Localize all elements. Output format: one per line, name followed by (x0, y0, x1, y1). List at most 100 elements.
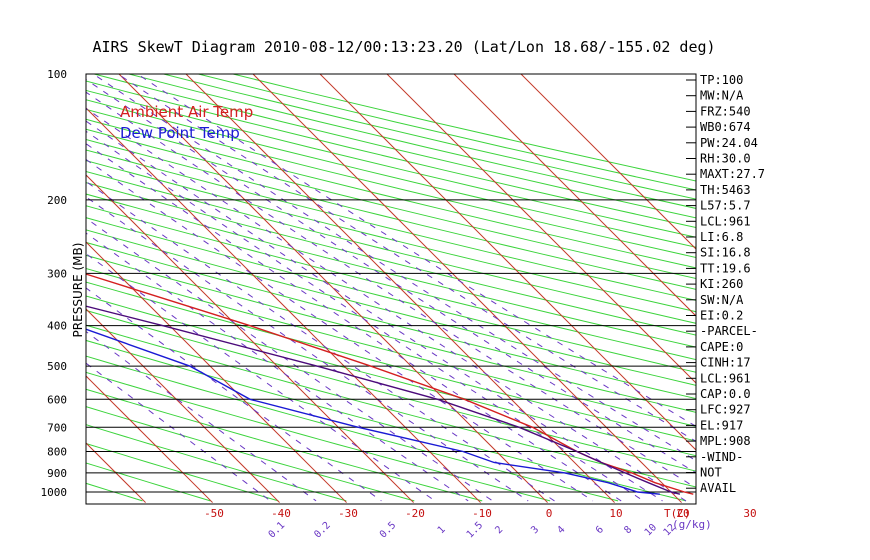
mixing-ratio-line (86, 330, 317, 502)
dry-adiabat-line (86, 160, 696, 313)
mixing-ratio-tick-label: 0.1 (267, 520, 288, 541)
ambient-air-temp-line (86, 273, 694, 495)
mixing-ratio-line (92, 74, 696, 462)
pressure-tick-label: 800 (47, 446, 67, 459)
index-label: LI:6.8 (700, 230, 743, 244)
dry-adiabat-line (86, 118, 696, 269)
mixing-ratio-line (86, 217, 493, 502)
index-label: WB0:674 (700, 120, 751, 134)
mixing-ratio-line (86, 78, 696, 474)
mixing-ratio-line (86, 232, 469, 502)
index-label: EL:917 (700, 418, 743, 432)
isotherm-line (118, 74, 548, 503)
dry-adiabat-line (86, 229, 696, 386)
mixing-ratio-line (86, 143, 622, 502)
dry-adiabat-line (86, 462, 211, 502)
bottom-temp-tick-label: 0 (546, 507, 553, 520)
dry-adiabat-line (86, 424, 347, 502)
background-grid (0, 55, 696, 503)
mixing-ratio-tick-label: 0.5 (378, 520, 399, 541)
temp-unit-label: T(C) (664, 507, 691, 520)
mixing-ratio-line (86, 107, 687, 502)
index-label: RH:30.0 (700, 152, 751, 166)
dry-adiabat-line (86, 309, 696, 472)
dry-adiabat-line (86, 355, 619, 502)
index-label: CAP:0.0 (700, 387, 751, 401)
mixing-ratio-line (86, 287, 382, 502)
index-label: AVAIL (700, 481, 736, 495)
index-label: EI:0.2 (700, 309, 743, 323)
legend-dewpoint: Dew Point Temp (120, 124, 240, 142)
bottom-temp-tick-label: 10 (609, 507, 622, 520)
dry-adiabat-line (86, 217, 696, 373)
index-label: -WIND- (700, 450, 743, 464)
dry-adiabat-line (86, 281, 696, 442)
isotherm-line (86, 107, 481, 503)
mixing-ratio-line (117, 74, 696, 442)
bottom-temp-tick-label: -30 (338, 507, 358, 520)
mixing-ratio-tick-label: 3 (529, 524, 541, 536)
mixing-ratio-line (86, 180, 555, 502)
isotherm-line (0, 55, 12, 503)
index-label: MPL:908 (700, 434, 751, 448)
bottom-temp-tick-label: -20 (405, 507, 425, 520)
index-label: LCL:961 (700, 214, 751, 228)
dry-adiabat-line (86, 406, 415, 502)
isotherm-line (86, 241, 347, 503)
dry-adiabat-line (86, 149, 696, 301)
dew-point-temp-line (86, 328, 660, 495)
index-label: LFC:927 (700, 403, 751, 417)
pressure-tick-label: 700 (47, 421, 67, 434)
pressure-tick-label: 600 (47, 393, 67, 406)
mixing-ratio-line (136, 74, 696, 427)
bottom-temp-tick-label: 30 (743, 507, 756, 520)
plot-frame (85, 73, 697, 505)
index-label: FRZ:540 (700, 104, 751, 118)
isotherm-line (252, 74, 682, 503)
mixing-ratio-tick-label: 8 (622, 524, 634, 536)
index-label: -PARCEL- (700, 324, 758, 338)
isotherm-line (86, 174, 414, 503)
isotherm-line (185, 74, 615, 503)
mixing-ratio-tick-labels: 0.1 0.2 0.5 1 1.5 2 3 4 6 8 10 12(g/kg) (267, 518, 712, 541)
dry-adiabat-line (86, 339, 687, 502)
dry-adiabat-line (86, 388, 483, 502)
pressure-tick-label: 300 (47, 267, 67, 280)
mixing-ratio-tick-label: 4 (556, 524, 568, 536)
bottom-temp-tick-label: -10 (472, 507, 492, 520)
dry-adiabat-line (86, 442, 279, 502)
mixing-ratio-line (86, 362, 271, 502)
mixing-ratio-line (86, 158, 594, 502)
index-label: TT:19.6 (700, 261, 751, 275)
pressure-tick-label: 500 (47, 360, 67, 373)
dry-adiabat-line (86, 128, 696, 280)
pressure-tick-label: 400 (47, 320, 67, 333)
parcel-line (86, 305, 681, 495)
dry-adiabat-line (86, 205, 696, 361)
dry-adiabat-line (86, 99, 696, 248)
dry-adiabat-line (86, 171, 696, 324)
dry-adiabat-line (86, 241, 696, 400)
dry-adiabat-line (86, 324, 696, 488)
index-label: MAXT:27.7 (700, 167, 765, 181)
index-label: SW:N/A (700, 293, 744, 307)
mixing-ratio-line (86, 130, 644, 502)
mixing-ratio-tick-label: 1 (436, 524, 448, 536)
mixing-ratio-tick-label: 0.2 (312, 520, 333, 541)
dry-adiabat-line (86, 108, 696, 259)
index-label: KI:260 (700, 277, 743, 291)
bottom-temp-tick-label: -40 (271, 507, 291, 520)
pressure-tick-label: 900 (47, 467, 67, 480)
mixing-ratio-tick-label: 6 (594, 524, 606, 536)
isotherm-line (386, 74, 696, 384)
dry-adiabat-line (86, 182, 696, 336)
index-label: NOT (700, 466, 722, 480)
mixing-ratio-line (86, 120, 663, 502)
isotherm-line (86, 375, 213, 503)
dry-adiabat-line (86, 371, 551, 502)
index-label: MW:N/A (700, 89, 744, 103)
pressure-tick-labels: 100 200 300 400 500 600 700 800 900 1000 (41, 68, 68, 499)
index-label: CINH:17 (700, 356, 751, 370)
